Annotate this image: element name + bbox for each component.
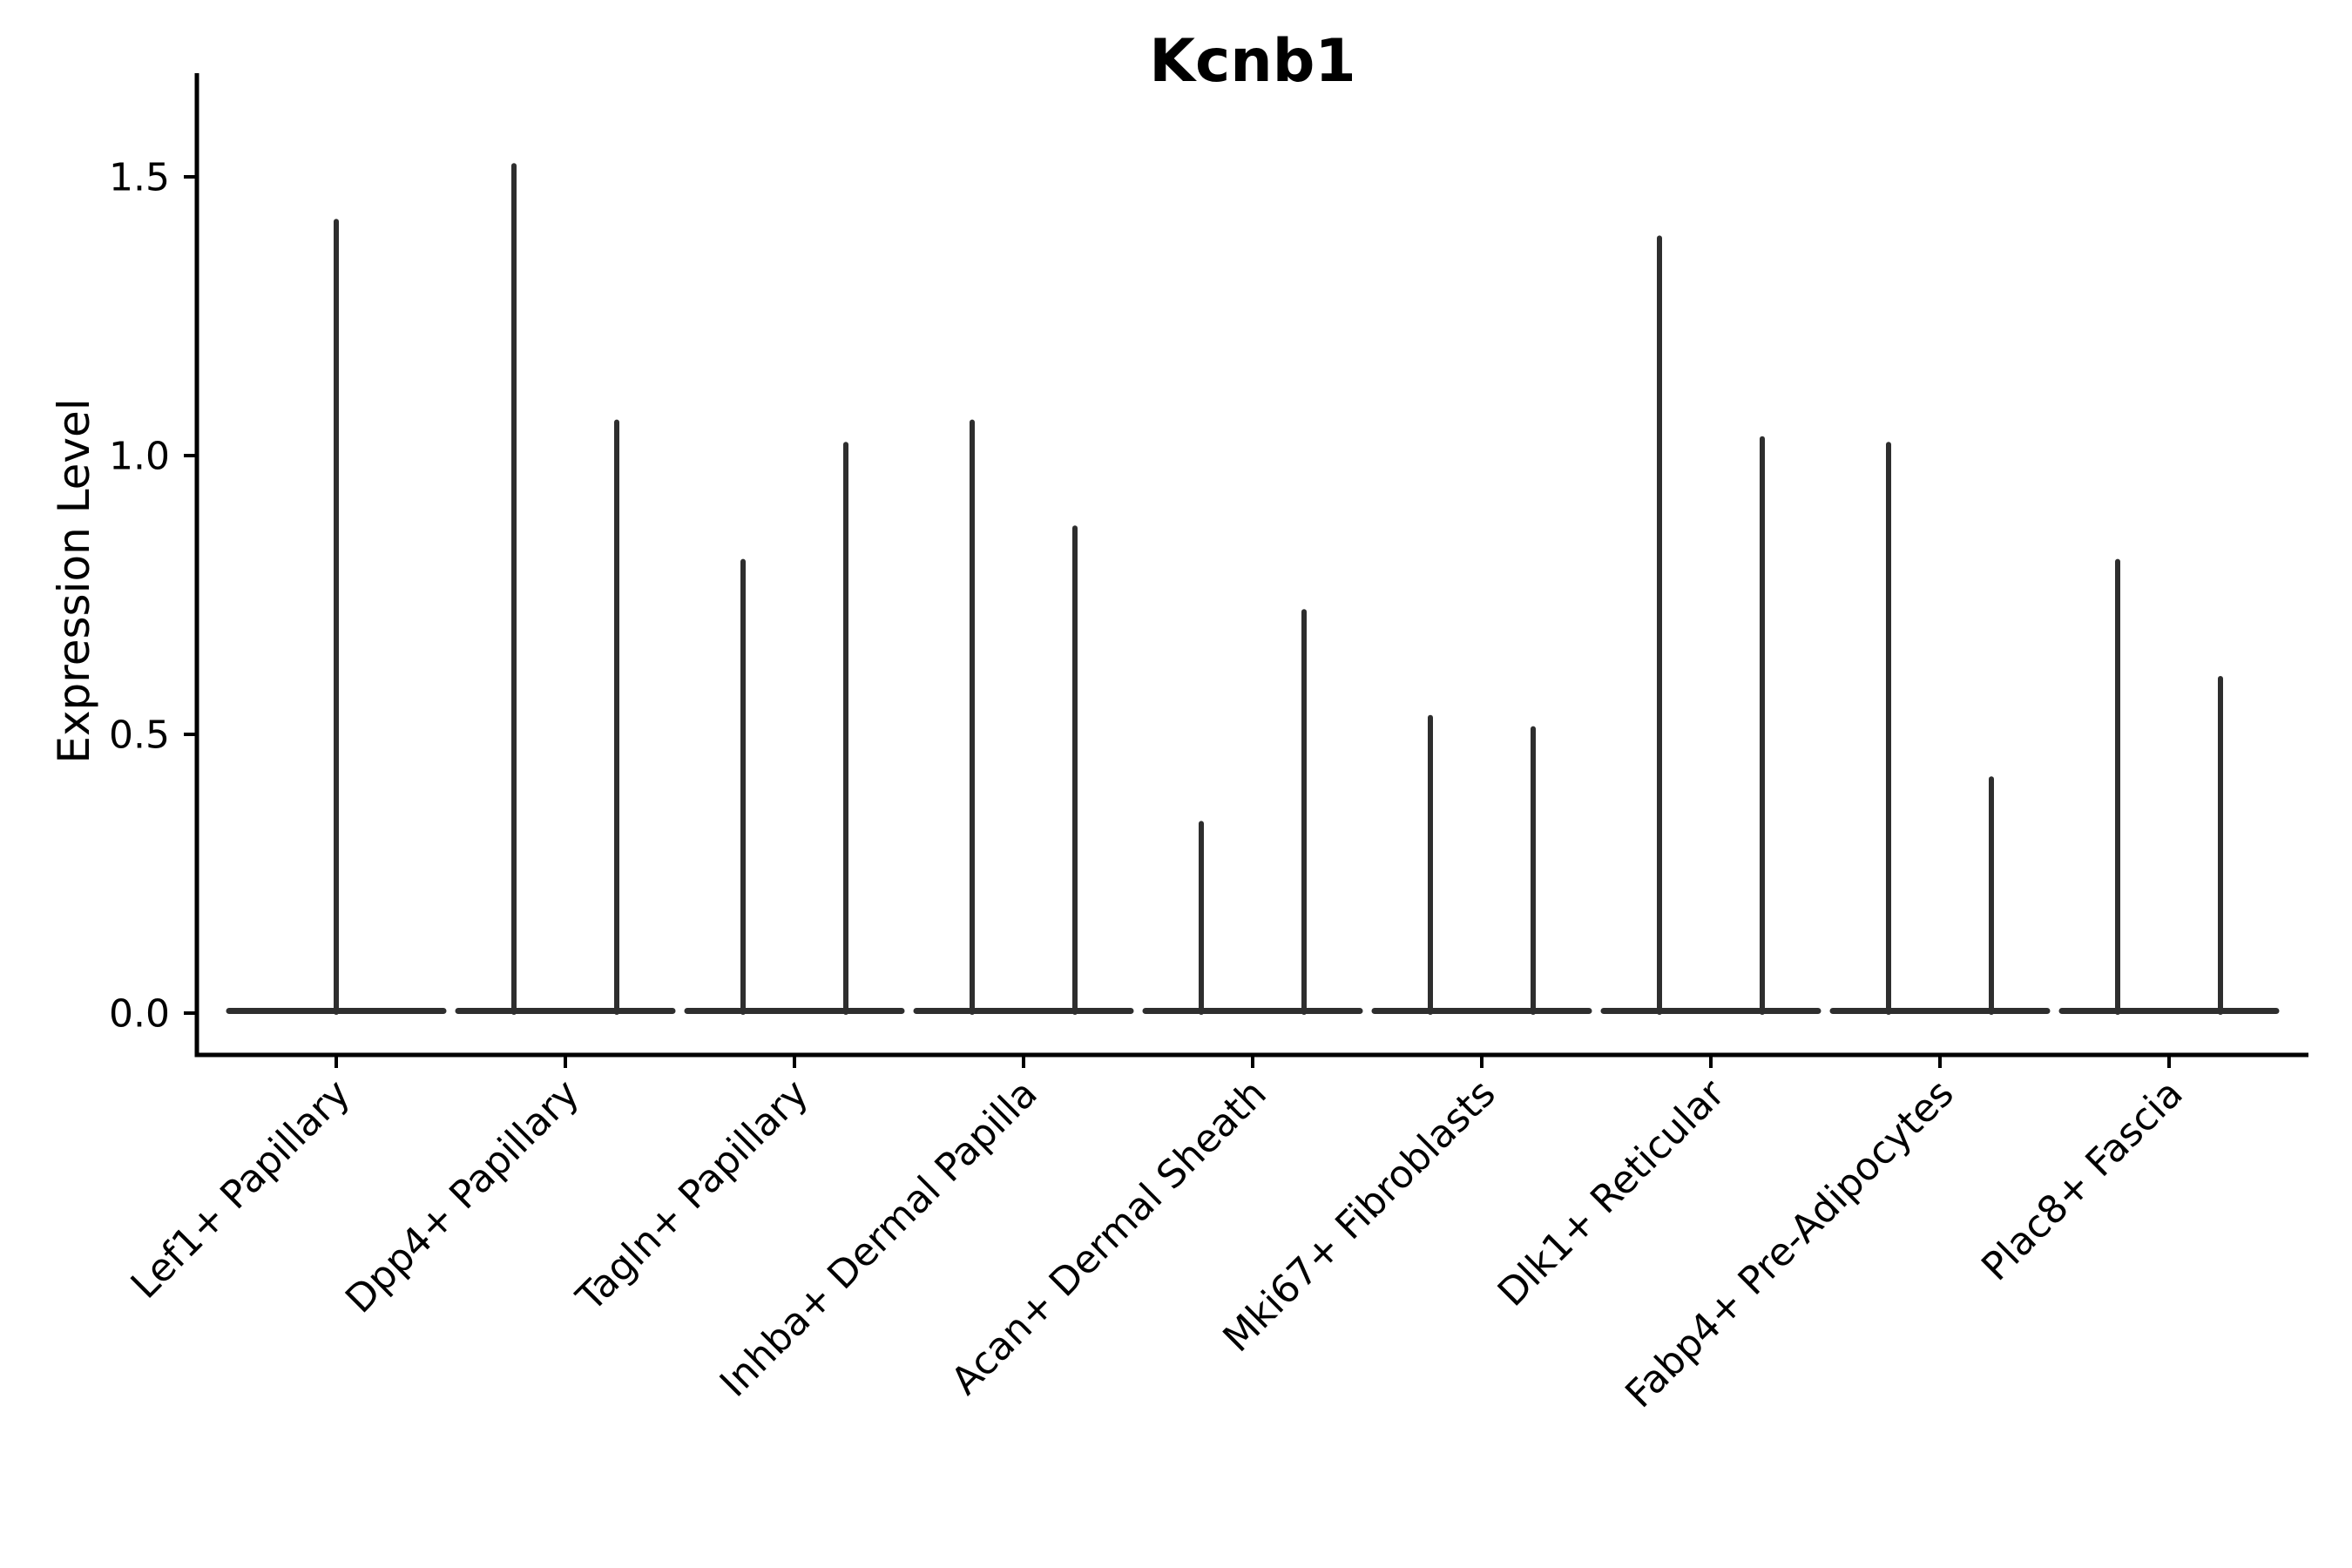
y-tick-label: 1.5 (109, 155, 170, 199)
y-tick-label: 1.0 (109, 434, 170, 478)
x-tick-label: Dpp4+ Papillary (337, 1071, 588, 1322)
x-tick-label: Tagln+ Papillary (568, 1071, 817, 1321)
chart-title: Kcnb1 (1149, 27, 1356, 96)
y-tick-label: 0.0 (109, 991, 170, 1036)
x-tick-label: Plac8+ Fascia (1973, 1071, 2192, 1290)
x-tick-label: Lef1+ Papillary (123, 1071, 359, 1308)
y-tick-label: 0.5 (109, 713, 170, 757)
x-tick-label: Dlk1+ Reticular (1490, 1071, 1734, 1315)
